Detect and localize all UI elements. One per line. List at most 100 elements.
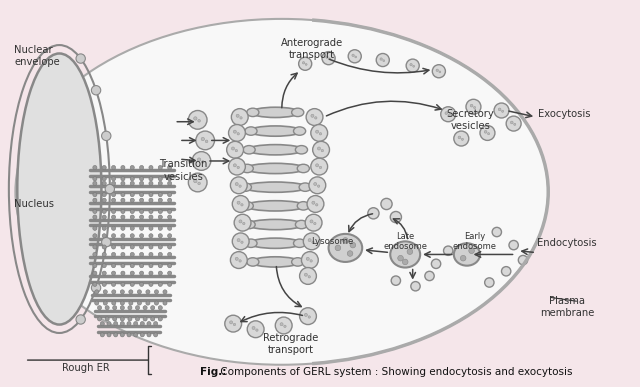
Circle shape [225, 315, 242, 332]
Ellipse shape [292, 258, 304, 266]
Circle shape [239, 220, 242, 223]
Circle shape [234, 130, 236, 133]
Circle shape [149, 264, 153, 268]
Circle shape [234, 323, 236, 325]
Text: Nuclear
envelope: Nuclear envelope [15, 45, 60, 67]
Circle shape [158, 271, 163, 275]
Circle shape [502, 110, 504, 112]
Circle shape [111, 209, 116, 214]
Circle shape [284, 325, 286, 327]
Ellipse shape [328, 234, 362, 262]
Circle shape [121, 226, 125, 230]
Circle shape [102, 245, 106, 249]
Circle shape [236, 257, 238, 260]
Circle shape [111, 166, 116, 170]
Circle shape [149, 166, 153, 170]
Circle shape [158, 226, 163, 230]
Circle shape [407, 249, 413, 255]
Circle shape [232, 147, 234, 150]
Circle shape [140, 166, 143, 170]
Circle shape [316, 204, 318, 206]
Circle shape [458, 136, 461, 139]
Circle shape [149, 271, 153, 275]
Circle shape [121, 282, 125, 286]
Text: Exocytosis: Exocytosis [538, 109, 590, 119]
Circle shape [158, 198, 163, 202]
Ellipse shape [294, 239, 306, 247]
Circle shape [127, 322, 131, 326]
Ellipse shape [245, 163, 305, 174]
Ellipse shape [247, 219, 303, 230]
Circle shape [168, 271, 172, 275]
Circle shape [319, 133, 322, 135]
Circle shape [120, 301, 124, 305]
Circle shape [136, 306, 140, 310]
Circle shape [303, 233, 320, 250]
Circle shape [146, 301, 150, 305]
Circle shape [102, 282, 106, 286]
Circle shape [310, 260, 312, 262]
Ellipse shape [390, 241, 420, 267]
Circle shape [168, 193, 172, 197]
Ellipse shape [454, 243, 480, 265]
Circle shape [158, 245, 163, 249]
Circle shape [348, 251, 353, 256]
Circle shape [102, 271, 106, 275]
Ellipse shape [247, 108, 259, 116]
Circle shape [352, 54, 355, 57]
Circle shape [130, 177, 134, 181]
Ellipse shape [239, 183, 252, 191]
Circle shape [121, 252, 125, 257]
Ellipse shape [243, 220, 255, 229]
Circle shape [514, 123, 516, 125]
Circle shape [154, 301, 159, 305]
Circle shape [111, 282, 116, 286]
Circle shape [143, 306, 147, 310]
Circle shape [314, 223, 316, 225]
Circle shape [439, 71, 441, 73]
Circle shape [335, 245, 340, 251]
Circle shape [511, 121, 513, 124]
Circle shape [93, 264, 97, 268]
Circle shape [205, 140, 208, 143]
Circle shape [130, 215, 134, 219]
Circle shape [350, 242, 356, 248]
Circle shape [232, 195, 249, 212]
Circle shape [114, 333, 118, 337]
Circle shape [319, 166, 322, 169]
Circle shape [316, 164, 319, 167]
Text: Early
endosome: Early endosome [452, 232, 497, 251]
Circle shape [305, 63, 307, 65]
Circle shape [111, 234, 116, 238]
Circle shape [102, 234, 106, 238]
Circle shape [470, 104, 473, 107]
Circle shape [121, 215, 125, 219]
Circle shape [305, 273, 307, 276]
Ellipse shape [251, 107, 300, 118]
Circle shape [102, 193, 106, 197]
Circle shape [163, 290, 167, 294]
Circle shape [158, 166, 163, 170]
Text: Anterograde
transport: Anterograde transport [280, 38, 343, 60]
Circle shape [93, 271, 97, 275]
Circle shape [93, 209, 97, 214]
Circle shape [168, 264, 172, 268]
Circle shape [120, 290, 124, 294]
Circle shape [403, 259, 408, 265]
Circle shape [111, 226, 116, 230]
Circle shape [93, 177, 97, 181]
Circle shape [342, 238, 348, 243]
Ellipse shape [15, 19, 548, 365]
Circle shape [76, 54, 85, 63]
Circle shape [121, 245, 125, 249]
Circle shape [308, 276, 310, 278]
Ellipse shape [294, 127, 306, 135]
Circle shape [105, 306, 109, 310]
Circle shape [150, 306, 155, 310]
Circle shape [102, 177, 106, 181]
Circle shape [410, 63, 412, 66]
Circle shape [202, 161, 204, 163]
Circle shape [488, 133, 490, 135]
Circle shape [376, 53, 389, 67]
Circle shape [130, 166, 134, 170]
